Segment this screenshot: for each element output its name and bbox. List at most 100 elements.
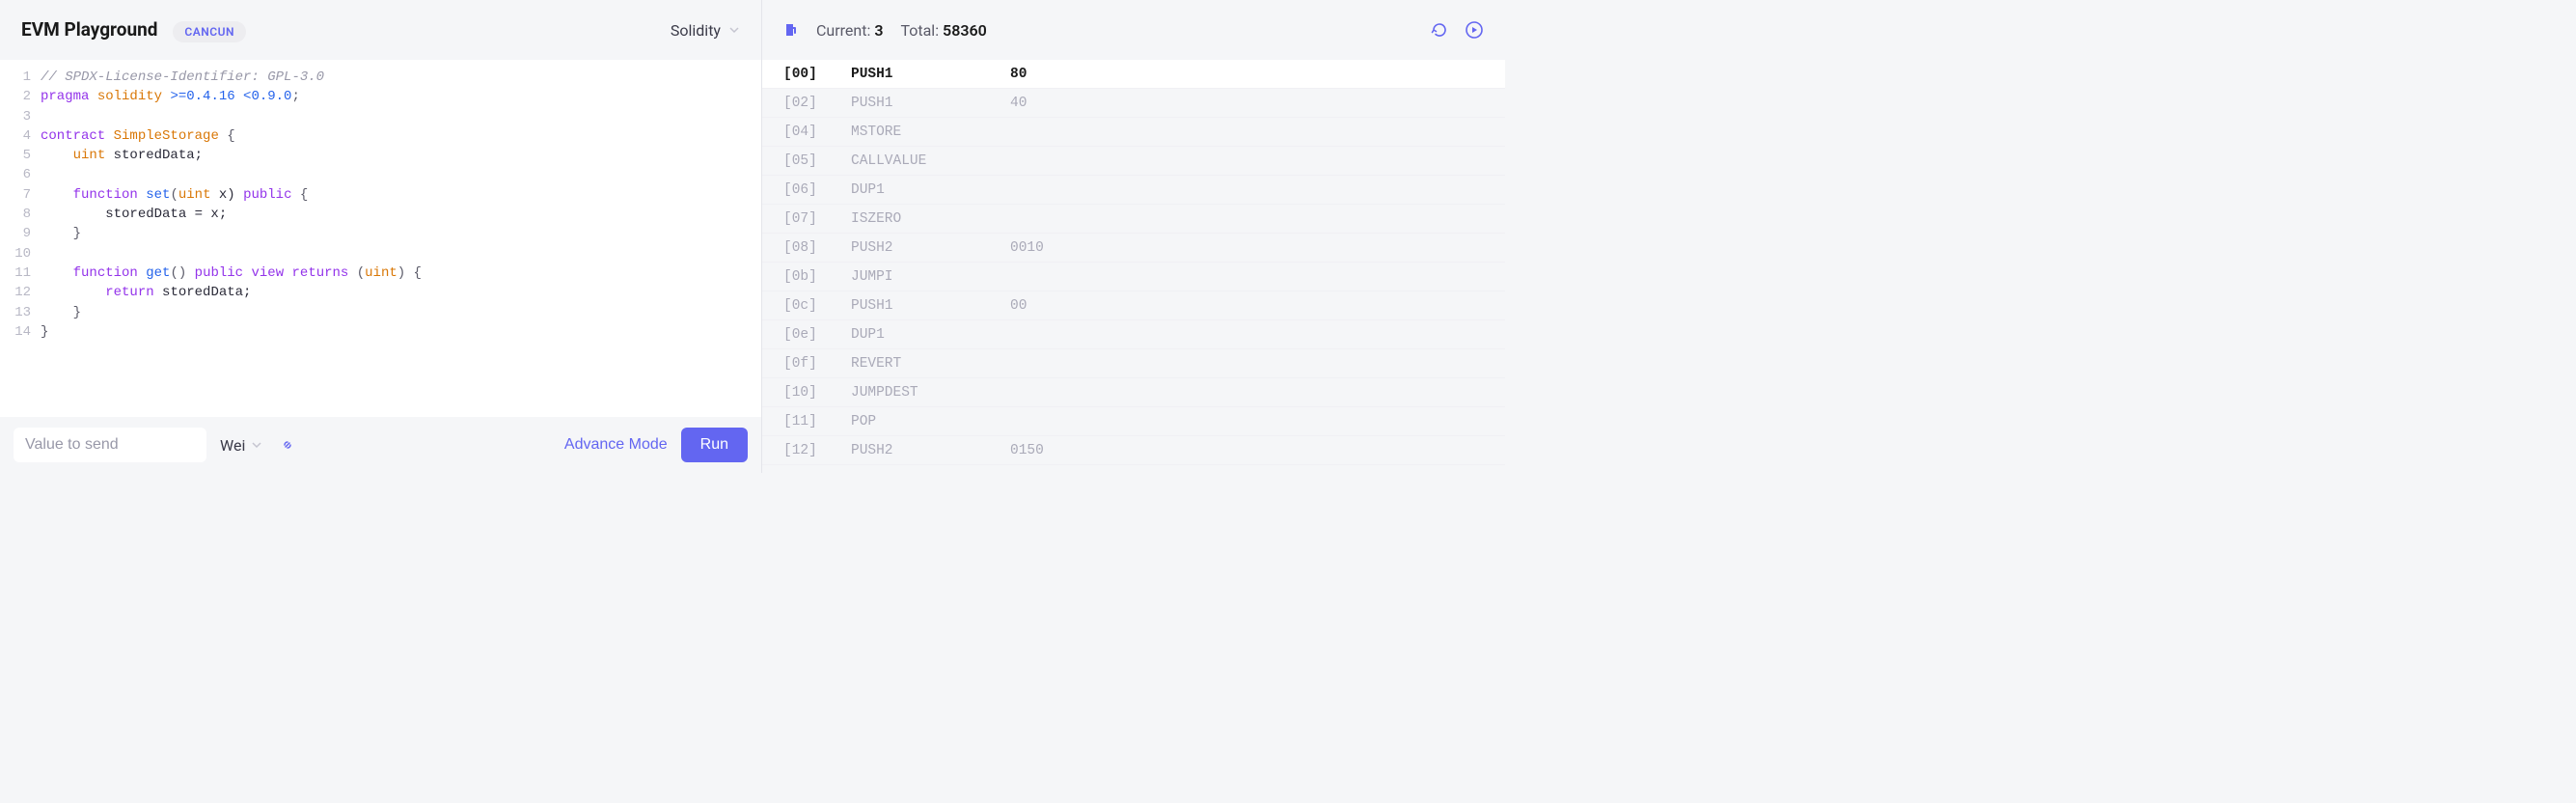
reset-icon[interactable] — [1430, 20, 1449, 40]
instr-opcode: MSTORE — [851, 125, 1010, 140]
instr-offset: [0b] — [783, 269, 851, 285]
step-icon[interactable] — [1465, 20, 1484, 40]
instruction-row[interactable]: [05]CALLVALUE — [762, 147, 1505, 176]
instr-opcode: DUP1 — [851, 182, 1010, 198]
instruction-row[interactable]: [04]MSTORE — [762, 118, 1505, 147]
code-line[interactable]: } — [41, 303, 761, 322]
line-number: 8 — [0, 205, 31, 224]
instruction-row[interactable]: [0f]REVERT — [762, 349, 1505, 378]
line-number: 1 — [0, 68, 31, 87]
code-editor[interactable]: 1234567891011121314 // SPDX-License-Iden… — [0, 60, 761, 417]
unit-label: Wei — [220, 436, 245, 455]
value-input[interactable] — [14, 428, 206, 462]
app-title: EVM Playground — [21, 18, 157, 41]
instruction-row[interactable]: [06]DUP1 — [762, 176, 1505, 205]
instr-offset: [11] — [783, 414, 851, 429]
instruction-row[interactable]: [0c]PUSH100 — [762, 291, 1505, 320]
instr-offset: [04] — [783, 125, 851, 140]
instr-offset: [10] — [783, 385, 851, 401]
line-number: 7 — [0, 185, 31, 205]
line-number: 10 — [0, 244, 31, 263]
left-panel: EVM Playground CANCUN Solidity 123456789… — [0, 0, 762, 473]
line-number: 12 — [0, 283, 31, 302]
line-number: 9 — [0, 224, 31, 243]
instr-offset: [0c] — [783, 298, 851, 314]
chevron-down-icon — [728, 24, 740, 36]
code-line[interactable]: function set(uint x) public { — [41, 185, 761, 205]
instr-opcode: POP — [851, 414, 1010, 429]
instr-opcode: PUSH1 — [851, 298, 1010, 314]
instr-opcode: CALLVALUE — [851, 153, 1010, 169]
left-header: EVM Playground CANCUN Solidity — [0, 0, 761, 60]
code-line[interactable]: function get() public view returns (uint… — [41, 263, 761, 283]
gas-icon — [783, 22, 799, 38]
instr-opcode: PUSH1 — [851, 67, 1010, 82]
code-line[interactable]: storedData = x; — [41, 205, 761, 224]
code-line[interactable]: contract SimpleStorage { — [41, 126, 761, 146]
instruction-list[interactable]: [00]PUSH180[02]PUSH140[04]MSTORE[05]CALL… — [762, 60, 1505, 473]
instr-offset: [12] — [783, 443, 851, 458]
code-line[interactable]: } — [41, 224, 761, 243]
instr-opcode: PUSH1 — [851, 96, 1010, 111]
instr-offset: [0e] — [783, 327, 851, 343]
instr-opcode: JUMPI — [851, 269, 1010, 285]
code-area[interactable]: // SPDX-License-Identifier: GPL-3.0pragm… — [37, 60, 761, 417]
line-number: 13 — [0, 303, 31, 322]
code-line[interactable] — [41, 107, 761, 126]
instr-arg: 0150 — [1010, 443, 1044, 458]
code-line[interactable]: return storedData; — [41, 283, 761, 302]
instr-opcode: DUP1 — [851, 327, 1010, 343]
line-number: 14 — [0, 322, 31, 342]
code-line[interactable] — [41, 165, 761, 184]
gas-total: Total: 58360 — [900, 21, 986, 40]
run-button[interactable]: Run — [681, 428, 748, 462]
instruction-row[interactable]: [0e]DUP1 — [762, 320, 1505, 349]
instr-arg: 80 — [1010, 67, 1027, 82]
line-number: 6 — [0, 165, 31, 184]
instr-arg: 0010 — [1010, 240, 1044, 256]
instruction-row[interactable]: [10]JUMPDEST — [762, 378, 1505, 407]
code-line[interactable]: // SPDX-License-Identifier: GPL-3.0 — [41, 68, 761, 87]
instr-offset: [05] — [783, 153, 851, 169]
instruction-row[interactable]: [00]PUSH180 — [762, 60, 1505, 89]
gas-current: Current: 3 — [816, 21, 883, 40]
instr-opcode: JUMPDEST — [851, 385, 1010, 401]
right-header: Current: 3 Total: 58360 — [762, 0, 1505, 60]
instruction-row[interactable]: [07]ISZERO — [762, 205, 1505, 234]
language-select[interactable]: Solidity — [671, 21, 740, 40]
instruction-row[interactable]: [11]POP — [762, 407, 1505, 436]
instr-offset: [02] — [783, 96, 851, 111]
instr-offset: [0f] — [783, 356, 851, 372]
code-line[interactable]: } — [41, 322, 761, 342]
right-panel: Current: 3 Total: 58360 [00]PUSH180[02]P… — [762, 0, 1505, 473]
instr-opcode: PUSH2 — [851, 240, 1010, 256]
gutter: 1234567891011121314 — [0, 60, 37, 417]
instr-opcode: PUSH2 — [851, 443, 1010, 458]
instr-opcode: REVERT — [851, 356, 1010, 372]
line-number: 4 — [0, 126, 31, 146]
instruction-row[interactable]: [02]PUSH140 — [762, 89, 1505, 118]
instr-arg: 40 — [1010, 96, 1027, 111]
instr-offset: [07] — [783, 211, 851, 227]
line-number: 5 — [0, 146, 31, 165]
app-root: EVM Playground CANCUN Solidity 123456789… — [0, 0, 1505, 473]
header-actions — [1430, 20, 1484, 40]
instruction-row[interactable]: [08]PUSH20010 — [762, 234, 1505, 263]
code-line[interactable]: pragma solidity >=0.4.16 <0.9.0; — [41, 87, 761, 106]
title-group: EVM Playground CANCUN — [21, 18, 246, 42]
instr-opcode: ISZERO — [851, 211, 1010, 227]
instruction-row[interactable]: [12]PUSH20150 — [762, 436, 1505, 465]
instr-arg: 00 — [1010, 298, 1027, 314]
instr-offset: [06] — [783, 182, 851, 198]
advance-mode-button[interactable]: Advance Mode — [564, 436, 668, 454]
code-line[interactable] — [41, 244, 761, 263]
line-number: 2 — [0, 87, 31, 106]
instr-offset: [08] — [783, 240, 851, 256]
line-number: 3 — [0, 107, 31, 126]
code-line[interactable]: uint storedData; — [41, 146, 761, 165]
unit-select[interactable]: Wei — [220, 436, 262, 455]
chevron-down-icon — [251, 439, 262, 451]
fork-badge[interactable]: CANCUN — [173, 21, 246, 42]
link-icon[interactable] — [280, 437, 295, 453]
instruction-row[interactable]: [0b]JUMPI — [762, 263, 1505, 291]
